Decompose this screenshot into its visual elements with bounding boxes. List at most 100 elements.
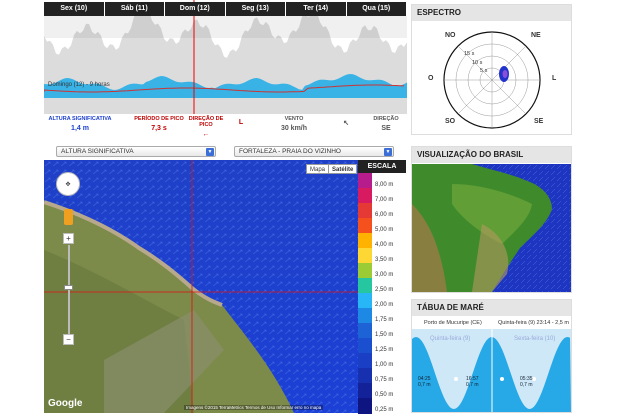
variable-select[interactable]: ALTURA SIGNIFICATIVA ▼	[56, 146, 216, 157]
google-logo: Google	[48, 398, 83, 409]
scale-swatch	[358, 203, 372, 219]
map-footer[interactable]: Imagens ©2015 TerraMetrics Termos de Uso…	[184, 405, 324, 410]
tide-label-height: 0,7 m	[520, 382, 533, 388]
tide-label: 04:25 0,7 m	[418, 376, 431, 388]
compass-no: NO	[445, 32, 456, 39]
ring-label-10: 10 s	[472, 60, 483, 66]
metric-label: VENTO	[284, 116, 304, 122]
forecast-chart[interactable]: Sex (10) Sáb (11) Dom (12) Seg (13) Ter (14)…	[44, 0, 407, 138]
scale-swatch	[358, 368, 372, 384]
location-select-value: FORTALEZA - PRAIA DO VIZINHO	[239, 148, 341, 155]
color-scale: ESCALA 8,00 m 7,00 m 6,00 m 5,00 m 4,00 m 3,5…	[358, 160, 406, 414]
metric-value: 7,3 s	[151, 125, 167, 132]
metric: PERÍODO DE PICO 7,3 s	[134, 116, 184, 132]
wind-line	[44, 84, 405, 93]
metric-value: 30 km/h	[280, 125, 308, 132]
zoom-out-button[interactable]: −	[63, 334, 74, 345]
pan-control[interactable]: ✥	[56, 172, 80, 196]
day-header[interactable]: Sáb (11)	[104, 2, 164, 16]
tide-day-1: Quinta-feira (9)	[430, 336, 471, 342]
chevron-down-icon: ▼	[206, 148, 214, 156]
tide-point[interactable]	[532, 377, 536, 381]
satellite-toggle-button[interactable]: Satélite	[328, 164, 358, 174]
zoom-slider[interactable]	[68, 245, 70, 335]
metric: VENTO 30 km/h	[264, 116, 324, 132]
pegman-icon[interactable]	[64, 209, 73, 225]
map-toggle-button[interactable]: Mapa	[306, 164, 330, 174]
metric-label: PERÍODO DE PICO	[134, 116, 184, 122]
metric: L	[226, 116, 256, 126]
metric: ↖	[336, 116, 356, 127]
scale-swatch	[358, 278, 372, 294]
compass-so: SO	[445, 118, 456, 125]
scale-swatch	[358, 323, 372, 339]
metric-value: 1,4 m	[71, 125, 89, 132]
scale-swatch	[358, 308, 372, 324]
scale-label: 3,50 m	[375, 257, 394, 263]
scale-swatch	[358, 398, 372, 414]
pan-arrows-icon: ✥	[65, 182, 71, 188]
scale-swatch	[358, 383, 372, 399]
scale-label: 0,75 m	[375, 377, 394, 383]
day-header[interactable]: Seg (13)	[225, 2, 285, 16]
compass-o: O	[428, 75, 434, 82]
scale-label: 6,00 m	[375, 212, 394, 218]
tide-label: 05:35 0,7 m	[520, 376, 533, 388]
chevron-down-icon: ▼	[384, 148, 392, 156]
scale-label: 8,00 m	[375, 182, 394, 188]
brazil-map[interactable]	[412, 164, 571, 292]
metric: DIREÇÃO SE	[366, 116, 406, 132]
map-imagery	[44, 160, 358, 413]
metric-label: DIREÇÃO DE PICO	[188, 116, 224, 128]
metric: DIREÇÃO DE PICO ←	[184, 116, 228, 138]
scale-label: 0,50 m	[375, 392, 394, 398]
metric-value: L	[238, 119, 244, 126]
metric-value: ↖	[343, 120, 349, 127]
cursor-label: Domingo (12) - 9 horas	[48, 82, 110, 88]
scale-label: 1,25 m	[375, 347, 394, 353]
tide-label-time: 04:25	[418, 376, 431, 382]
spectrum-rose	[443, 31, 541, 129]
wave-height-area	[44, 74, 407, 98]
compass-se: SE	[534, 118, 544, 125]
scale-swatch	[358, 218, 372, 234]
scale-label: 1,00 m	[375, 362, 394, 368]
tide-label-time: 05:35	[520, 376, 533, 382]
scale-swatch	[358, 263, 372, 279]
metric: ALTURA SIGNIFICATIVA 1,4 m	[44, 116, 116, 132]
scale-swatch	[358, 233, 372, 249]
spectrum-panel: ESPECTRO NO NE O L SO SE 15 s 10 s 5 s	[411, 4, 572, 135]
brazil-panel: VISUALIZAÇÃO DO BRASIL	[411, 146, 572, 293]
tide-panel: TÁBUA DE MARÉ Porto de Mucuripe (CE) Qui…	[411, 299, 572, 413]
wave-map[interactable]: Mapa Satélite ✥ + − Google Imagens ©2015…	[44, 160, 358, 413]
tide-point[interactable]	[500, 377, 504, 381]
tide-point[interactable]	[454, 377, 458, 381]
day-header[interactable]: Sex (10)	[44, 2, 104, 16]
scale-label: 5,00 m	[375, 227, 394, 233]
scale-swatch	[358, 248, 372, 264]
scale-label: 2,00 m	[375, 302, 394, 308]
scale-swatch	[358, 353, 372, 369]
metric-value: SE	[381, 125, 391, 132]
scale-label: 4,00 m	[375, 242, 394, 248]
ring-label-15: 15 s	[464, 51, 475, 57]
day-header[interactable]: Dom (12)	[165, 2, 225, 16]
location-select[interactable]: FORTALEZA - PRAIA DO VIZINHO ▼	[234, 146, 394, 157]
brazil-title: VISUALIZAÇÃO DO BRASIL	[412, 147, 571, 163]
tide-title: TÁBUA DE MARÉ	[412, 300, 571, 316]
tide-chart[interactable]	[412, 329, 571, 412]
forecast-chart-svg	[44, 0, 407, 114]
scale-label: 2,50 m	[375, 287, 394, 293]
scale-label: 1,50 m	[375, 332, 394, 338]
ring-label-5: 5 s	[480, 68, 488, 74]
day-header[interactable]: Qua (15)	[346, 2, 406, 16]
scale-label: 7,00 m	[375, 197, 394, 203]
scale-swatch	[358, 338, 372, 354]
zoom-in-button[interactable]: +	[63, 233, 74, 244]
day-header[interactable]: Ter (14)	[286, 2, 346, 16]
scale-label: 0,25 m	[375, 407, 394, 413]
scale-title: ESCALA	[358, 160, 406, 173]
zoom-slider-handle[interactable]	[64, 285, 73, 290]
compass-ne: NE	[531, 32, 541, 39]
tide-day-2: Sexta-feira (10)	[514, 336, 556, 342]
